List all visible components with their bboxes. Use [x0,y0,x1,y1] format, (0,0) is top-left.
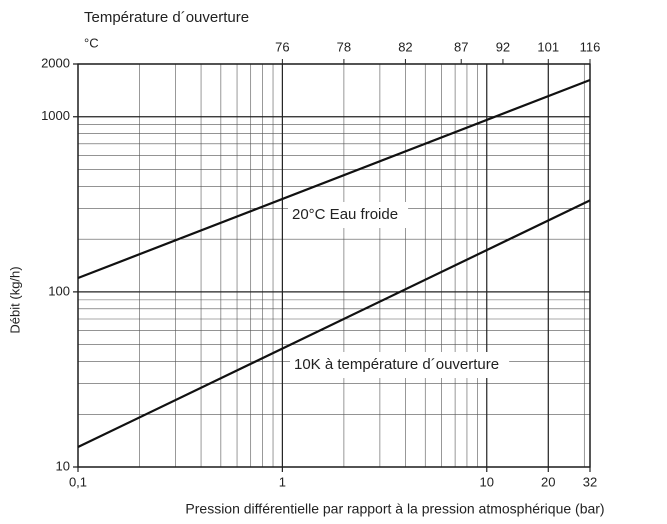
series-line [77,199,591,449]
label-box [290,352,510,378]
plot-frame [77,63,591,468]
top-tick-label: 116 [580,39,601,54]
top-tick-label: 101 [537,39,559,54]
series-label: 10K à température d´ouverture [294,356,499,373]
x-tick-label: 10 [480,474,494,489]
top-axis-title: Température d´ouverture [84,9,249,26]
top-tick-label: 76 [275,39,289,54]
top-tick-label: 92 [496,39,510,54]
y-axis-label: Débit (kg/h) [7,266,22,333]
y-tick-label: 10 [56,458,70,473]
x-tick-label: 1 [279,474,286,489]
x-tick-label: 20 [541,474,555,489]
y-tick-label: 100 [48,283,70,298]
x-axis-label: Pression différentielle par rapport à la… [185,501,604,517]
top-tick-label: 82 [398,39,412,54]
y-tick-label: 1000 [41,108,70,123]
top-tick-label: 78 [337,39,351,54]
x-tick-label: 0,1 [69,474,87,489]
top-axis-unit: °C [84,35,99,50]
label-box [288,202,409,228]
x-tick-label: 32 [583,474,597,489]
series-line [77,79,591,280]
series-label: 20°C Eau froide [292,206,398,223]
y-tick-label: 2000 [41,55,70,70]
top-tick-label: 87 [454,39,468,54]
